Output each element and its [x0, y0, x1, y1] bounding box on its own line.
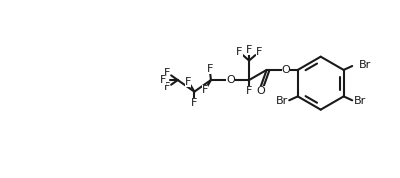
- Text: F: F: [206, 64, 213, 74]
- Text: F: F: [246, 86, 252, 96]
- Text: F: F: [164, 82, 170, 92]
- Text: Br: Br: [358, 60, 371, 70]
- Text: F: F: [236, 47, 242, 57]
- Text: F: F: [256, 47, 262, 57]
- Text: O: O: [256, 86, 265, 96]
- Text: F: F: [185, 77, 191, 87]
- Text: O: O: [282, 65, 290, 75]
- Text: F: F: [202, 85, 208, 95]
- Text: F: F: [160, 75, 166, 85]
- Text: Br: Br: [276, 96, 288, 106]
- Text: F: F: [164, 68, 170, 78]
- Text: F: F: [191, 98, 198, 108]
- Text: F: F: [246, 45, 252, 55]
- Text: O: O: [226, 75, 235, 85]
- Text: Br: Br: [354, 96, 366, 106]
